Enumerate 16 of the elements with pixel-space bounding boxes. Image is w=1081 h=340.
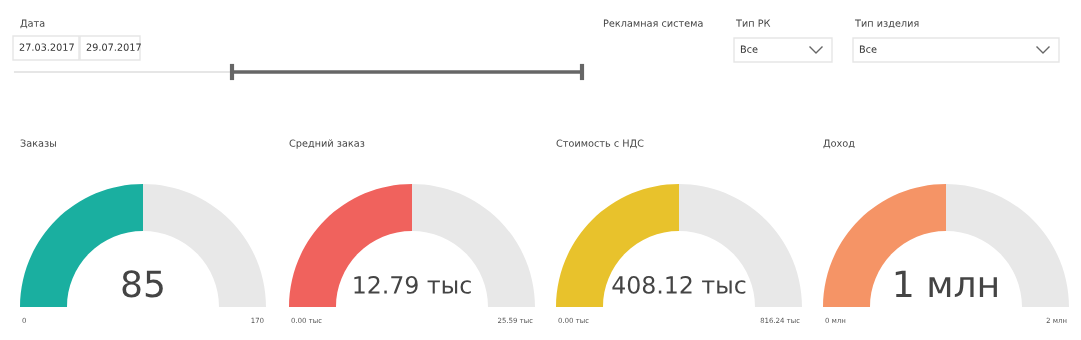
text: Рекламная система: [603, 19, 703, 27]
text: 1 млн: [895, 270, 997, 297]
text: 85: [122, 270, 163, 298]
text: Все: [740, 45, 758, 53]
chart-title: Заказы: [20, 139, 56, 147]
chart-title: Доход: [823, 139, 855, 149]
text: Тип изделия: [854, 19, 919, 29]
text: 408.12 тыс: [612, 275, 746, 294]
text: 12.79 тыс: [354, 275, 471, 294]
text: Дата: [20, 19, 45, 29]
text: Все: [859, 45, 877, 53]
text: 29.07.2017: [86, 43, 141, 51]
text: 27.03.2017: [19, 43, 74, 51]
text: Тип РК: [735, 19, 771, 27]
chart-title: Стоимость с НДС: [556, 139, 644, 149]
chart-title: Средний заказ: [289, 139, 365, 149]
